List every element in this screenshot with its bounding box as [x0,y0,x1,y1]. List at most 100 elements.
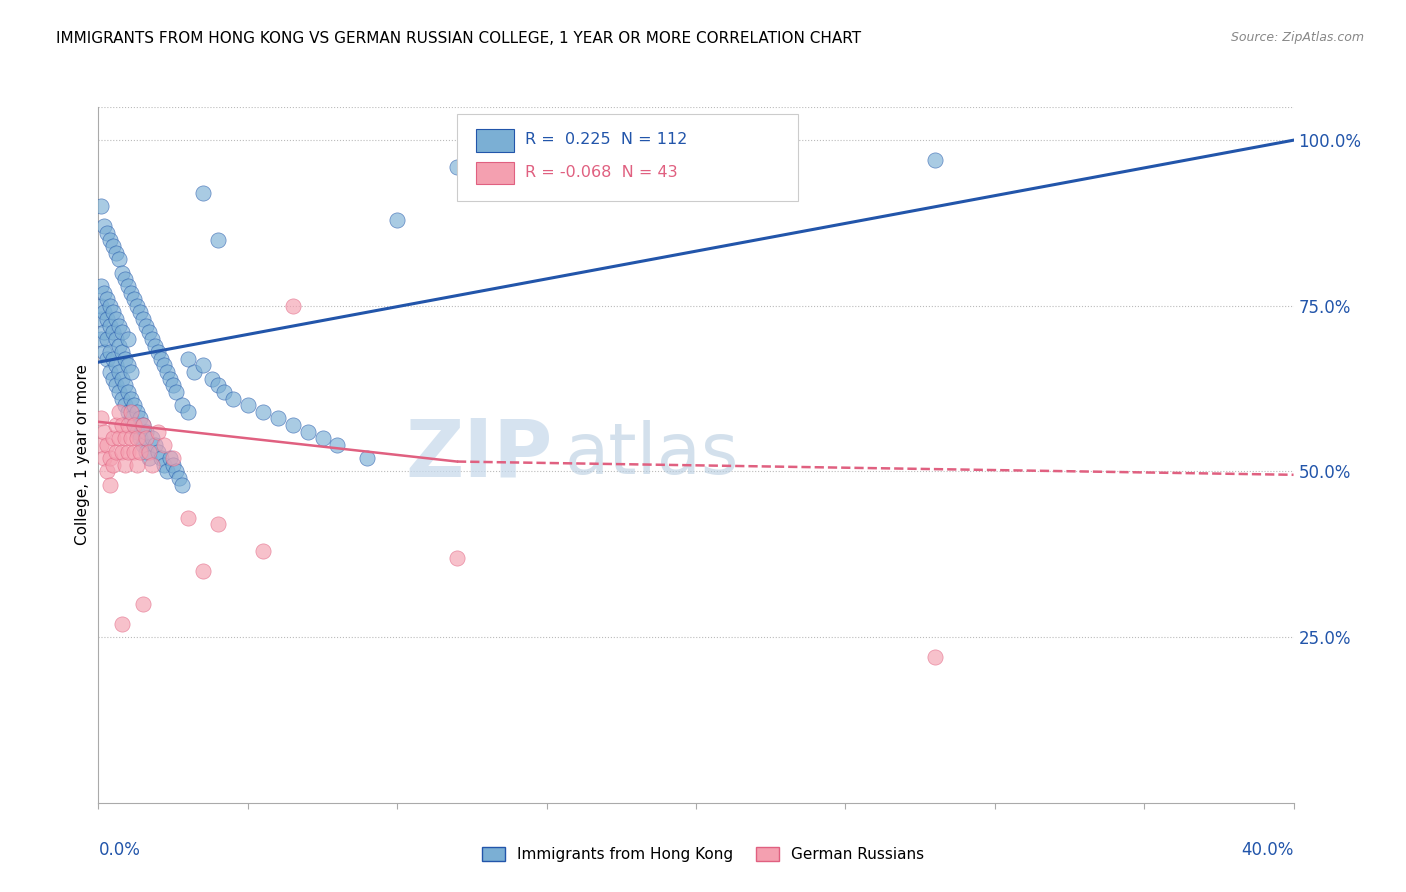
Point [124,444,146,458]
Point [120,365,142,379]
Point [108,384,131,399]
Point [159,372,181,386]
Point [111,392,134,406]
Point [108,338,131,352]
Point [132,418,155,433]
Point [105,418,128,433]
Y-axis label: College, 1 year or more: College, 1 year or more [75,365,90,545]
Point [167,471,190,485]
Point [311,431,333,445]
Point [117,279,139,293]
Point [114,272,136,286]
Point [100,477,122,491]
Point [117,418,139,433]
Point [90,411,112,425]
Point [114,431,136,445]
Point [143,438,166,452]
Point [105,312,128,326]
FancyBboxPatch shape [477,162,515,185]
Point [100,451,122,466]
Point [105,332,128,346]
Point [138,444,160,458]
Point [207,517,229,532]
Point [111,345,134,359]
Point [135,318,157,333]
Point [141,332,163,346]
Point [159,451,181,466]
Point [172,398,194,412]
FancyBboxPatch shape [457,114,797,201]
Point [120,431,142,445]
Point [96,292,118,306]
Point [90,299,112,313]
Point [103,239,125,253]
Point [132,438,155,452]
Point [162,458,184,472]
Point [201,372,224,386]
Point [135,444,157,458]
Point [143,338,166,352]
Point [108,431,131,445]
Point [90,332,112,346]
Text: ZIP: ZIP [405,416,553,494]
Point [446,550,468,565]
Point [153,458,176,472]
Point [117,332,139,346]
Point [252,544,274,558]
Point [924,153,946,167]
Point [100,318,122,333]
Point [127,425,149,439]
Point [90,312,112,326]
Point [111,444,134,458]
Point [96,465,118,479]
Point [127,458,149,472]
Point [252,405,274,419]
Point [135,431,157,445]
Point [117,405,139,419]
Point [124,292,146,306]
Point [138,451,160,466]
Point [141,458,163,472]
Point [93,219,115,234]
Point [100,345,122,359]
Point [141,431,163,445]
Point [129,444,152,458]
Point [153,438,176,452]
Point [93,285,115,300]
Point [108,405,131,419]
Point [120,285,142,300]
Point [96,226,118,240]
Point [124,418,146,433]
Point [93,305,115,319]
Point [924,650,946,665]
Point [267,411,290,425]
Point [148,345,170,359]
Point [100,365,122,379]
Point [165,384,187,399]
Point [93,326,115,340]
Point [129,305,152,319]
Point [177,405,200,419]
Point [105,444,128,458]
Point [120,405,142,419]
Point [124,418,146,433]
Point [148,444,170,458]
Text: 40.0%: 40.0% [1241,841,1294,859]
Point [150,451,173,466]
Point [191,359,214,373]
Point [111,266,134,280]
Point [172,477,194,491]
Point [100,233,122,247]
Point [129,431,152,445]
Point [96,312,118,326]
Point [162,451,184,466]
Point [103,351,125,366]
Point [93,425,115,439]
Point [132,312,155,326]
Text: 0.0%: 0.0% [98,841,141,859]
Point [191,186,214,201]
Point [100,299,122,313]
Point [124,398,146,412]
Point [207,378,229,392]
Point [103,431,125,445]
